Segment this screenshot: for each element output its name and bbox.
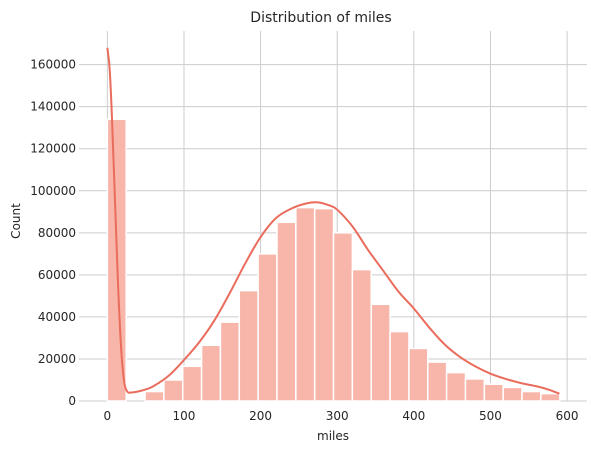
histogram-bar bbox=[238, 289, 259, 402]
y-tick-label: 40000 bbox=[38, 310, 76, 324]
x-axis-ticks: 0 100 200 300 400 500 600 bbox=[104, 409, 579, 423]
grid-lines bbox=[79, 31, 587, 402]
histogram-bar bbox=[540, 392, 561, 402]
kde-curve bbox=[106, 47, 560, 395]
histogram-bar bbox=[313, 207, 335, 402]
chart-title: Distribution of miles bbox=[250, 10, 391, 26]
histogram-bar bbox=[295, 206, 316, 402]
y-tick-label: 120000 bbox=[30, 142, 76, 156]
y-tick-label: 20000 bbox=[38, 352, 76, 366]
y-axis-ticks: 0 20000 40000 60000 80000 100000 120000 140000 1… bbox=[30, 58, 76, 408]
y-tick-label: 0 bbox=[68, 394, 76, 408]
y-tick-label: 160000 bbox=[30, 58, 76, 72]
kde-line bbox=[106, 47, 560, 395]
histogram-bar bbox=[276, 221, 297, 402]
histogram-bar bbox=[257, 253, 278, 402]
y-tick-label: 100000 bbox=[30, 184, 76, 198]
histogram-bar bbox=[181, 365, 203, 402]
histogram-bar bbox=[219, 321, 241, 402]
histogram-bar bbox=[370, 303, 391, 402]
y-tick-label: 60000 bbox=[38, 268, 76, 282]
histogram-bar bbox=[521, 390, 542, 402]
histogram-bar bbox=[351, 268, 372, 402]
x-tick-label: 300 bbox=[326, 409, 349, 423]
histogram-bar bbox=[502, 386, 523, 402]
y-axis-label: Count bbox=[9, 203, 23, 239]
histogram-bar bbox=[163, 379, 184, 402]
x-tick-label: 0 bbox=[104, 409, 112, 423]
y-tick-label: 80000 bbox=[38, 226, 76, 240]
histogram-bars bbox=[106, 118, 561, 402]
x-tick-label: 100 bbox=[173, 409, 196, 423]
histogram-bar bbox=[427, 361, 448, 402]
x-axis-label: miles bbox=[317, 429, 349, 443]
y-tick-label: 140000 bbox=[30, 100, 76, 114]
x-tick-label: 600 bbox=[556, 409, 579, 423]
histogram-bar bbox=[445, 371, 467, 402]
histogram-bar bbox=[332, 232, 354, 402]
histogram-bar bbox=[144, 390, 165, 402]
histogram-bar bbox=[483, 383, 504, 402]
x-tick-label: 200 bbox=[249, 409, 272, 423]
x-tick-label: 400 bbox=[402, 409, 425, 423]
histogram-bar bbox=[200, 344, 222, 402]
x-tick-label: 500 bbox=[479, 409, 502, 423]
histogram-bar bbox=[464, 378, 486, 402]
histogram-bar bbox=[389, 330, 410, 402]
histogram-bar bbox=[408, 347, 429, 402]
